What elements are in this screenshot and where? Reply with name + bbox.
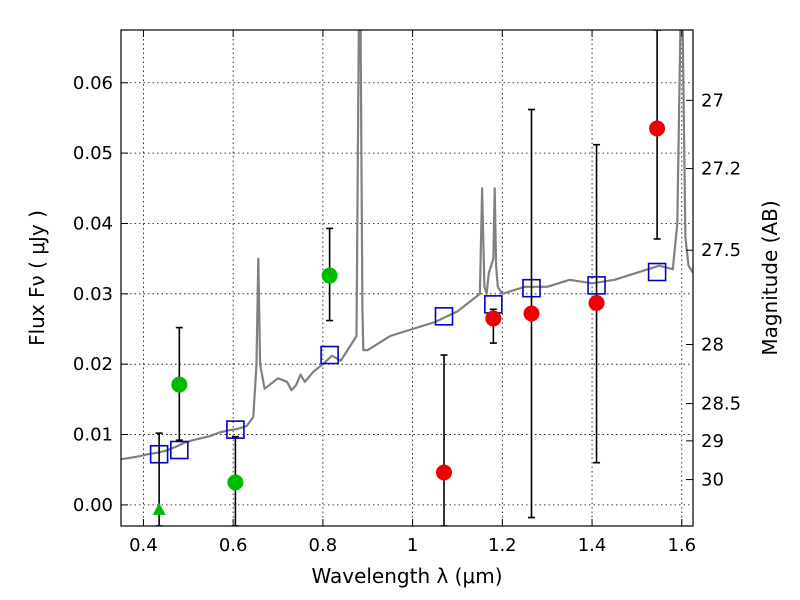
x-tick-label: 0.8 — [309, 535, 338, 556]
y-tick-label: 0.02 — [73, 354, 113, 375]
y-axis-label: Flux Fν ( μJy ) — [25, 210, 49, 346]
right-tick-label: 27 — [701, 90, 724, 111]
right-tick-label: 27.5 — [701, 240, 741, 261]
right-axis-label: Magnitude (AB) — [758, 200, 782, 355]
green-upper-limit-marker — [152, 502, 166, 515]
y-tick-label: 0.05 — [73, 143, 113, 164]
x-tick-label: 1.4 — [578, 535, 607, 556]
y-tick-label: 0.03 — [73, 284, 113, 305]
red-detection-point — [436, 464, 453, 481]
right-tick-label: 28 — [701, 334, 724, 355]
model-photometry-box — [320, 345, 339, 365]
right-tick-label: 30 — [701, 470, 724, 491]
right-tick-label: 28.5 — [701, 394, 741, 415]
green-detection-point — [171, 376, 188, 393]
spectrum-line — [121, 30, 693, 461]
y-tick-label: 0.00 — [73, 495, 113, 516]
x-tick-label: 1.6 — [667, 535, 696, 556]
y-tick-label: 0.01 — [73, 425, 113, 446]
green-detection-point — [227, 474, 244, 491]
x-tick-label: 1 — [407, 535, 418, 556]
model-photometry-box — [647, 262, 667, 282]
green-detection-point — [321, 267, 338, 284]
y-tick-label: 0.04 — [73, 213, 113, 234]
plot-area — [121, 30, 693, 526]
plot-frame — [120, 29, 694, 527]
model-photometry-box — [434, 307, 454, 326]
x-tick-label: 0.4 — [129, 535, 158, 556]
right-tick-label: 27.2 — [701, 159, 741, 180]
red-detection-point — [649, 120, 666, 137]
red-detection-point — [485, 310, 502, 327]
red-detection-point — [523, 305, 540, 322]
x-tick-label: 1.2 — [488, 535, 517, 556]
y-tick-label: 0.06 — [73, 73, 113, 94]
right-tick-label: 29 — [701, 431, 724, 452]
x-tick-label: 0.6 — [219, 535, 248, 556]
axis-ticks: 0.4 0.6 0.8 1 1.2 1.4 1.6 0.00 0.01 0.02 0.03 0.04 0… — [73, 30, 741, 556]
x-axis-label: Wavelength λ (μm) — [311, 564, 502, 588]
model-photometry-box — [170, 440, 189, 460]
red-detection-point — [588, 294, 605, 311]
